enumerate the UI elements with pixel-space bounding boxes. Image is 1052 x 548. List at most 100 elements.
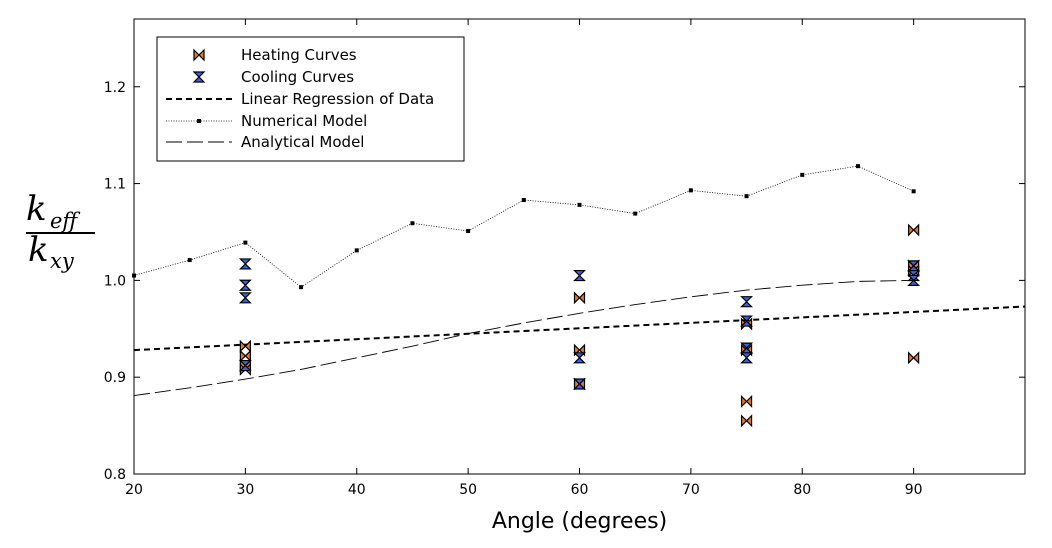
hourglass-bottom-triangle (573, 383, 586, 390)
cooling-point (238, 292, 252, 304)
axis-ticks (133, 19, 1026, 475)
hourglass-top-triangle (907, 260, 921, 267)
hourglass-top-triangle (907, 269, 921, 277)
numerical-model-point (744, 194, 749, 199)
cooling-point (907, 274, 921, 286)
numerical-model-point (855, 164, 860, 169)
cooling-point (238, 258, 252, 270)
cooling-point (573, 269, 586, 282)
legend-label-regression: Linear Regression of Data (241, 90, 434, 108)
series-line-2 (133, 305, 1026, 352)
bowtie-right-triangle (745, 414, 753, 428)
hourglass-top-triangle (573, 269, 586, 277)
numerical-model-point (577, 202, 582, 207)
hourglass-top-triangle (192, 71, 206, 78)
numerical-model-point (187, 258, 192, 263)
y-label-numerator: k (26, 189, 47, 229)
series-line-4 (133, 279, 914, 397)
numerical-model-point (633, 211, 638, 216)
legend-label-heating: Heating Curves (241, 46, 357, 64)
cooling-point (238, 279, 252, 291)
hourglass-bottom-triangle (238, 263, 252, 270)
hourglass-bottom-triangle (238, 364, 252, 372)
y-tick-label: 1.1 (104, 177, 126, 193)
heating-point (239, 339, 251, 353)
bowtie-right-triangle (244, 339, 251, 353)
bowtie-left-triangle (239, 349, 247, 363)
hourglass-bottom-triangle (740, 320, 754, 327)
bowtie-right-triangle (912, 223, 920, 237)
bowtie-right-triangle (745, 394, 753, 408)
hourglass-bottom-triangle (192, 76, 206, 83)
numerical-model-point (800, 172, 805, 177)
legend-samples (166, 48, 232, 143)
bowtie-right-triangle (578, 291, 586, 305)
bowtie-left-triangle (740, 414, 748, 428)
hourglass-bottom-triangle (740, 356, 754, 364)
x-tick-label: 40 (348, 482, 366, 498)
y-tick-label: 0.8 (104, 467, 126, 483)
hourglass-bottom-triangle (238, 296, 252, 304)
bowtie-left-triangle (193, 48, 200, 62)
x-tick-label: 80 (793, 482, 811, 498)
hourglass-top-triangle (740, 342, 754, 349)
bowtie-left-triangle (908, 351, 915, 365)
x-tick-label: 20 (125, 482, 143, 498)
legend-label-cooling: Cooling Curves (241, 68, 354, 86)
bowtie-left-triangle (908, 223, 915, 237)
hourglass-bottom-triangle (573, 356, 586, 364)
hourglass-top-triangle (238, 258, 252, 265)
legend-sample-numerical-marker (197, 119, 201, 123)
x-axis-label: Angle (degrees) (492, 509, 667, 534)
x-tick-label: 70 (682, 482, 700, 498)
cooling-point (573, 378, 586, 390)
legend: Heating Curves Cooling Curves Linear Reg… (156, 36, 465, 162)
cooling-point (238, 359, 252, 372)
y-label-denominator-sub: xy (50, 249, 75, 273)
numerical-model-point (466, 229, 471, 234)
numerical-model-point (911, 189, 916, 194)
legend-sample-cooling (192, 71, 206, 83)
bowtie-right-triangle (912, 351, 920, 365)
x-tick-labels: 20 30 40 50 60 70 80 90 (125, 482, 922, 498)
cooling-point (740, 315, 754, 327)
hourglass-bottom-triangle (740, 300, 754, 308)
y-tick-label: 1.0 (104, 273, 126, 289)
cooling-point (740, 296, 754, 308)
numerical-model-point (521, 198, 526, 203)
hourglass-top-triangle (573, 378, 586, 385)
y-tick-label: 0.9 (104, 370, 126, 386)
hourglass-bottom-triangle (238, 284, 252, 291)
hourglass-top-triangle (238, 292, 252, 299)
numerical-model-point (354, 248, 359, 253)
plot-markers-layer (238, 223, 921, 428)
hourglass-top-triangle (740, 352, 754, 359)
hourglass-bottom-triangle (907, 279, 921, 286)
hourglass-bottom-triangle (573, 274, 586, 282)
plot-lines-layer (132, 164, 1026, 397)
y-label-denominator: k (28, 230, 49, 270)
legend-label-analytical: Analytical Model (241, 133, 364, 151)
cooling-point (740, 352, 754, 364)
heating-point (908, 223, 920, 237)
legend-sample-heating (193, 48, 205, 62)
heating-point (740, 394, 753, 408)
hourglass-top-triangle (740, 315, 754, 322)
bowtie-right-triangle (244, 349, 251, 363)
bowtie-left-triangle (740, 394, 748, 408)
legend-label-numerical: Numerical Model (241, 112, 367, 130)
heating-point (740, 414, 753, 428)
numerical-model-point (688, 188, 693, 193)
numerical-model-point (299, 285, 304, 290)
numerical-model-point (410, 221, 415, 226)
x-tick-label: 90 (905, 482, 923, 498)
hourglass-top-triangle (573, 352, 586, 359)
heating-point (573, 291, 586, 305)
y-tick-label: 1.2 (104, 80, 126, 96)
numerical-model-point (243, 240, 248, 245)
heating-point (908, 351, 920, 365)
y-axis-label: k eff k xy (26, 189, 95, 273)
x-tick-label: 30 (236, 482, 254, 498)
bowtie-left-triangle (239, 339, 247, 353)
